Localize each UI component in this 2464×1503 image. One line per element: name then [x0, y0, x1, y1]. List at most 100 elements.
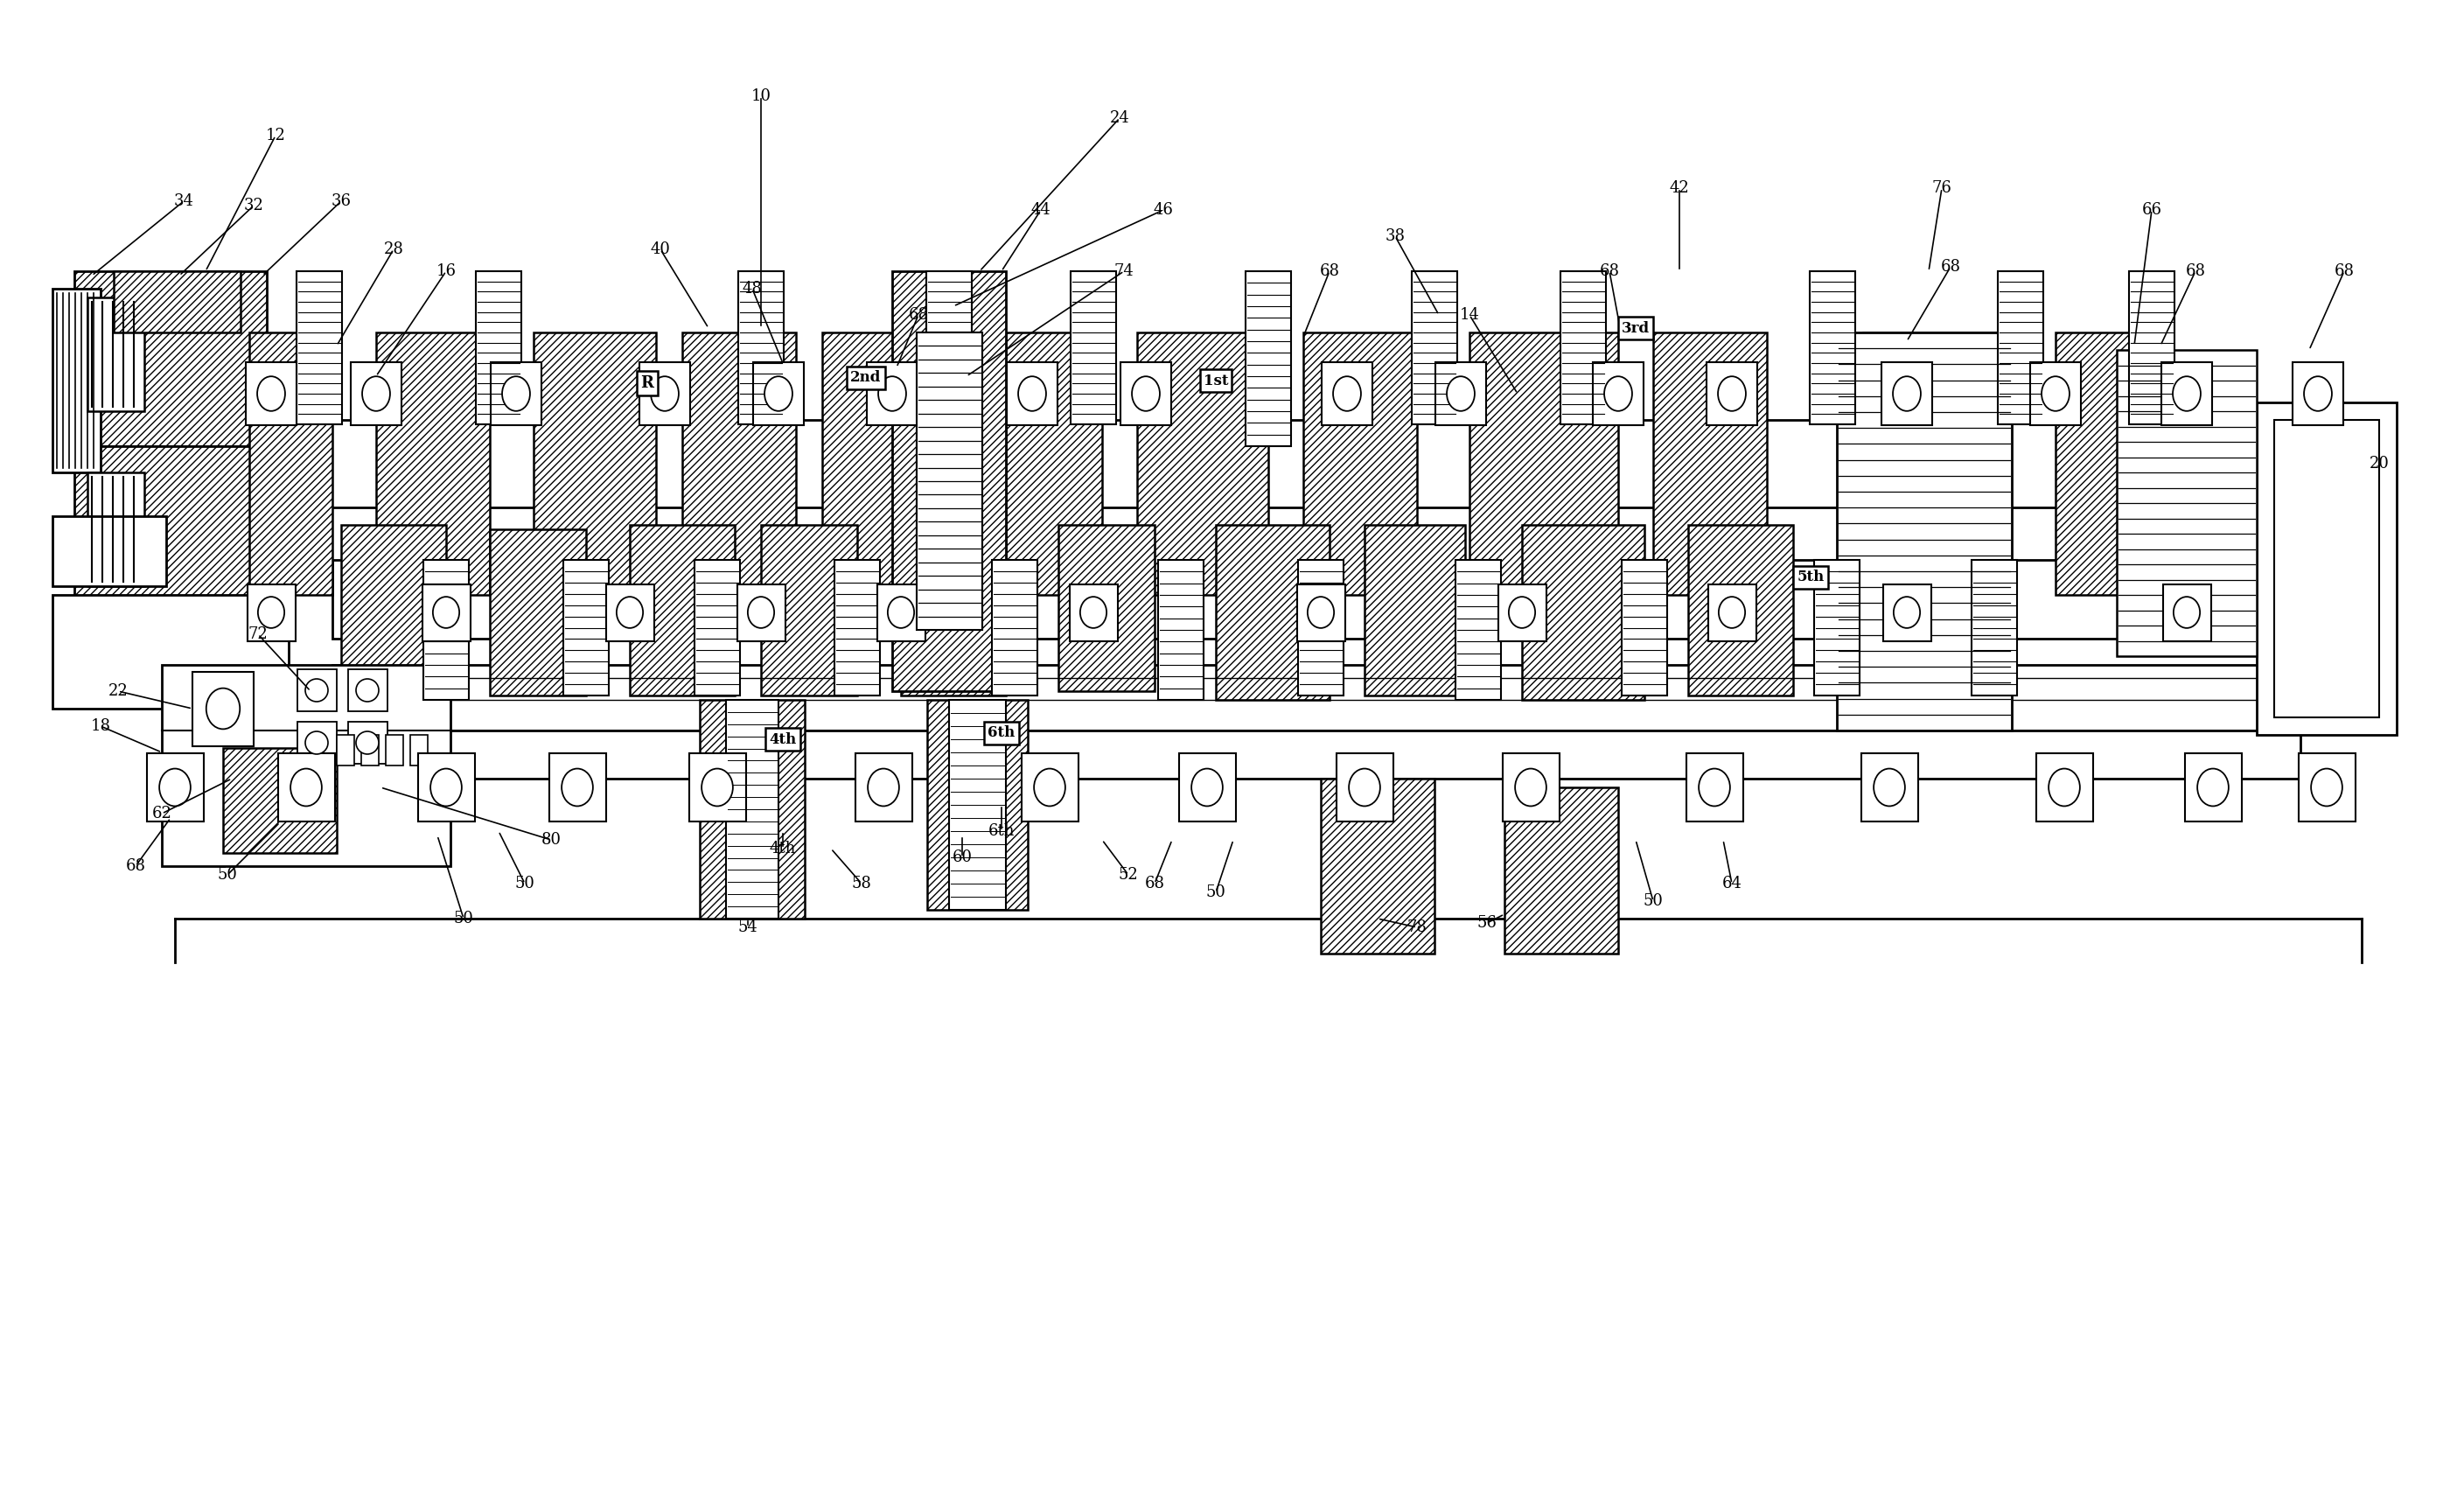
- Bar: [333, 561, 2284, 639]
- Bar: [1708, 362, 1757, 425]
- Bar: [867, 362, 917, 425]
- Bar: [246, 585, 296, 642]
- Circle shape: [355, 679, 379, 702]
- Ellipse shape: [2173, 376, 2200, 410]
- Text: 50: 50: [453, 911, 473, 926]
- Bar: [892, 271, 1005, 691]
- Bar: [1882, 362, 1932, 425]
- Ellipse shape: [256, 376, 286, 410]
- Ellipse shape: [2043, 376, 2070, 410]
- Bar: [249, 332, 333, 595]
- Bar: [1069, 585, 1119, 642]
- Text: 62: 62: [153, 806, 172, 822]
- Text: 6th: 6th: [988, 824, 1015, 839]
- Text: 22: 22: [108, 684, 128, 699]
- Ellipse shape: [431, 768, 461, 806]
- Ellipse shape: [434, 597, 458, 628]
- Bar: [993, 561, 1037, 696]
- Ellipse shape: [2311, 768, 2343, 806]
- Bar: [340, 525, 446, 700]
- Ellipse shape: [1515, 768, 1547, 806]
- Bar: [2161, 362, 2213, 425]
- Ellipse shape: [1018, 376, 1047, 410]
- Ellipse shape: [160, 768, 190, 806]
- Text: 5th: 5th: [1796, 570, 1823, 585]
- Text: 42: 42: [1671, 180, 1690, 195]
- Bar: [1523, 525, 1643, 700]
- Bar: [535, 332, 655, 595]
- Bar: [52, 595, 288, 708]
- Text: 44: 44: [1030, 201, 1050, 218]
- Bar: [86, 298, 145, 412]
- Bar: [926, 700, 1027, 909]
- Bar: [737, 585, 786, 642]
- Bar: [917, 332, 983, 630]
- Bar: [902, 525, 1005, 696]
- Ellipse shape: [1717, 376, 1747, 410]
- Ellipse shape: [1873, 768, 1905, 806]
- Bar: [1008, 362, 1057, 425]
- Ellipse shape: [747, 597, 774, 628]
- Text: 2nd: 2nd: [850, 371, 882, 385]
- Bar: [2035, 753, 2092, 822]
- Text: 52: 52: [1119, 867, 1138, 882]
- Ellipse shape: [1895, 597, 1919, 628]
- Bar: [52, 289, 101, 472]
- Bar: [1498, 585, 1547, 642]
- Bar: [163, 664, 451, 866]
- Ellipse shape: [362, 376, 389, 410]
- Text: 6th: 6th: [988, 726, 1015, 741]
- Ellipse shape: [1720, 597, 1745, 628]
- Circle shape: [306, 679, 328, 702]
- Text: 46: 46: [1153, 201, 1173, 218]
- Bar: [1060, 525, 1156, 691]
- Text: 68: 68: [1318, 263, 1340, 280]
- Text: 20: 20: [2370, 455, 2390, 472]
- Bar: [1708, 585, 1757, 642]
- Bar: [246, 362, 296, 425]
- Ellipse shape: [1079, 597, 1106, 628]
- Bar: [1860, 753, 1917, 822]
- Bar: [1688, 525, 1794, 696]
- Bar: [333, 730, 2301, 779]
- Text: 12: 12: [266, 128, 286, 143]
- Ellipse shape: [207, 688, 239, 729]
- Bar: [606, 585, 655, 642]
- Ellipse shape: [1348, 768, 1380, 806]
- Bar: [192, 672, 254, 747]
- Text: 50: 50: [515, 876, 535, 891]
- Text: 34: 34: [172, 194, 195, 209]
- Bar: [1321, 362, 1372, 425]
- Text: 68: 68: [2186, 263, 2205, 280]
- Bar: [409, 735, 429, 765]
- Bar: [1365, 525, 1466, 696]
- Bar: [1836, 332, 2011, 730]
- Bar: [1321, 779, 1434, 953]
- Bar: [362, 735, 379, 765]
- Text: 16: 16: [436, 263, 456, 280]
- Bar: [298, 669, 338, 711]
- Text: 54: 54: [737, 920, 759, 935]
- Bar: [1180, 753, 1237, 822]
- Bar: [877, 585, 926, 642]
- Text: 24: 24: [1109, 110, 1129, 126]
- Bar: [2299, 753, 2356, 822]
- Bar: [1005, 332, 1101, 595]
- Bar: [74, 446, 266, 621]
- Bar: [1456, 561, 1501, 700]
- Bar: [148, 753, 205, 822]
- Bar: [700, 700, 806, 918]
- Ellipse shape: [1035, 768, 1064, 806]
- Bar: [1303, 332, 1417, 595]
- Ellipse shape: [1604, 376, 1631, 410]
- Bar: [690, 753, 747, 822]
- Bar: [835, 561, 880, 696]
- Ellipse shape: [877, 376, 907, 410]
- Bar: [1247, 271, 1291, 446]
- Text: 72: 72: [249, 627, 269, 642]
- Bar: [823, 332, 971, 604]
- Bar: [1296, 585, 1345, 642]
- Bar: [739, 271, 784, 424]
- Ellipse shape: [1333, 376, 1360, 410]
- Ellipse shape: [1892, 376, 1922, 410]
